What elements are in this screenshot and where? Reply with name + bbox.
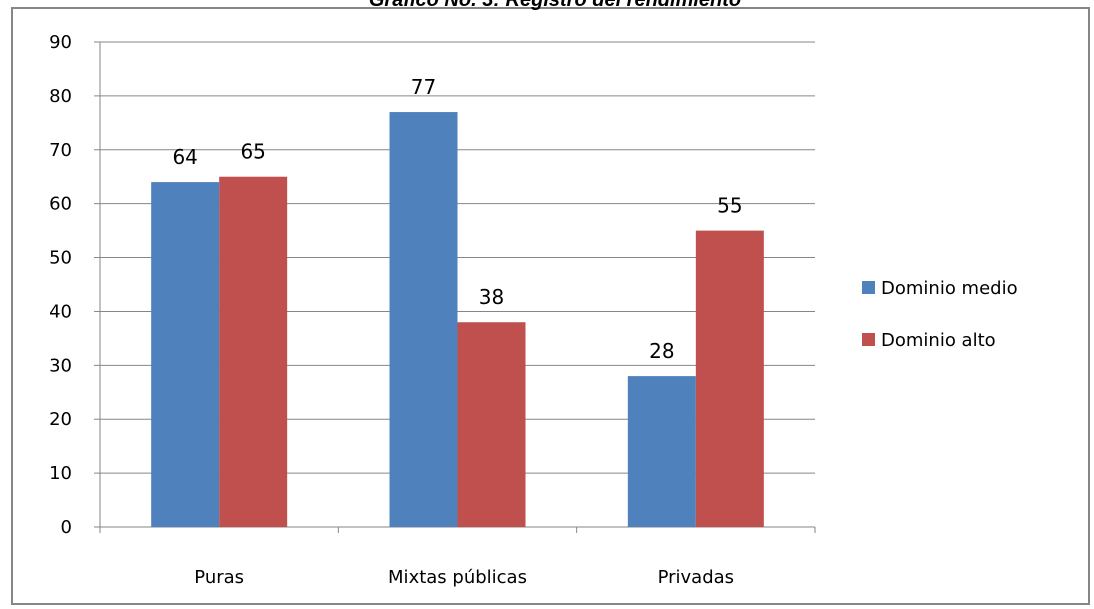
y-tick-label: 30 (49, 355, 72, 376)
legend-swatch (862, 333, 875, 346)
y-tick-label: 70 (49, 140, 72, 161)
legend-label: Dominio alto (881, 330, 996, 351)
y-tick-label: 80 (49, 86, 72, 107)
legend-label: Dominio medio (881, 278, 1018, 299)
y-tick-label: 40 (49, 301, 72, 322)
chart-title: Gráfico No. 3: Registro del rendimiento (369, 0, 741, 11)
bar (695, 230, 764, 527)
bar (219, 176, 288, 527)
y-tick-label: 0 (61, 517, 72, 538)
value-label: 28 (649, 339, 674, 363)
y-tick-label: 90 (49, 32, 72, 53)
y-tick-label: 20 (49, 409, 72, 430)
bar (627, 376, 696, 527)
y-tick-label: 60 (49, 194, 72, 215)
bar (151, 182, 220, 527)
value-label: 64 (172, 145, 197, 169)
y-tick-label: 10 (49, 463, 72, 484)
x-tick-label: Puras (194, 567, 244, 588)
bar (389, 112, 458, 528)
value-label: 55 (717, 194, 742, 218)
value-label: 38 (479, 285, 504, 309)
x-tick-label: Mixtas públicas (388, 567, 527, 588)
y-tick-label: 50 (49, 248, 72, 269)
bar (457, 322, 526, 527)
legend-swatch (862, 281, 875, 294)
value-label: 77 (411, 75, 436, 99)
value-label: 65 (240, 140, 265, 164)
x-tick-label: Privadas (658, 567, 734, 588)
